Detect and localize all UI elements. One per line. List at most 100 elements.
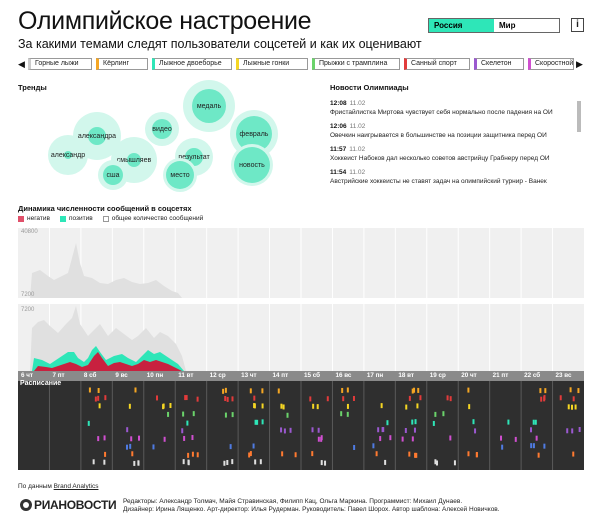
legend-total[interactable]: общее количество сообщений: [102, 215, 203, 222]
trend-bubble[interactable]: новость: [231, 144, 273, 186]
schedule-event[interactable]: [380, 403, 383, 409]
schedule-event[interactable]: [256, 419, 259, 425]
schedule-event[interactable]: [417, 387, 420, 393]
schedule-event[interactable]: [312, 403, 315, 409]
schedule-event[interactable]: [183, 435, 186, 441]
schedule-event[interactable]: [415, 452, 418, 458]
schedule-event[interactable]: [187, 460, 190, 466]
day-label[interactable]: 21 пт: [492, 372, 509, 379]
schedule-event[interactable]: [540, 396, 543, 402]
schedule-event[interactable]: [434, 411, 437, 417]
schedule-event[interactable]: [411, 388, 414, 394]
schedule-event[interactable]: [259, 459, 262, 465]
schedule-event[interactable]: [231, 412, 234, 418]
trend-bubble[interactable]: александр: [48, 135, 88, 175]
schedule-event[interactable]: [468, 404, 471, 410]
day-label[interactable]: 15 сб: [304, 372, 321, 379]
schedule-event[interactable]: [408, 451, 411, 457]
schedule-event[interactable]: [309, 396, 312, 402]
schedule-event[interactable]: [192, 411, 195, 417]
schedule-event[interactable]: [226, 460, 229, 466]
schedule-event[interactable]: [249, 388, 252, 394]
legend-positive[interactable]: позитив: [59, 215, 93, 222]
schedule-event[interactable]: [543, 395, 546, 401]
schedule-event[interactable]: [453, 460, 456, 466]
schedule-event[interactable]: [381, 427, 384, 433]
schedule-event[interactable]: [311, 427, 314, 433]
schedule-event[interactable]: [280, 403, 283, 409]
schedule-event[interactable]: [566, 428, 569, 434]
day-label[interactable]: 19 ср: [429, 372, 446, 379]
schedule-event[interactable]: [352, 395, 355, 401]
schedule-event[interactable]: [283, 428, 286, 434]
tabs-next-arrow-icon[interactable]: ▶: [576, 59, 583, 69]
schedule-event[interactable]: [130, 436, 133, 442]
schedule-event[interactable]: [404, 427, 407, 433]
schedule-event[interactable]: [248, 452, 251, 458]
trend-bubble[interactable]: место: [163, 158, 197, 192]
day-label[interactable]: 8 сб: [83, 372, 97, 379]
schedule-event[interactable]: [346, 411, 349, 417]
trend-bubble[interactable]: сша: [98, 160, 128, 190]
tab-sport[interactable]: Лыжные гонки: [236, 58, 308, 70]
schedule-event[interactable]: [156, 395, 159, 401]
schedule-event[interactable]: [320, 435, 323, 441]
schedule-event[interactable]: [537, 452, 540, 458]
schedule-event[interactable]: [574, 404, 577, 410]
schedule-event[interactable]: [252, 443, 255, 449]
schedule-event[interactable]: [316, 404, 319, 410]
news-item[interactable]: 12:06 11.02 Овечкин наигрывается в большин…: [330, 123, 547, 139]
schedule-event[interactable]: [182, 411, 185, 417]
schedule-event[interactable]: [530, 443, 533, 449]
schedule-event[interactable]: [544, 388, 547, 394]
schedule-event[interactable]: [572, 396, 575, 402]
schedule-event[interactable]: [474, 428, 477, 434]
schedule-event[interactable]: [280, 427, 283, 433]
schedule-event[interactable]: [501, 444, 504, 450]
tabs-prev-arrow-icon[interactable]: ◀: [18, 59, 25, 69]
trend-bubble[interactable]: видео: [145, 112, 179, 146]
schedule-event[interactable]: [416, 403, 419, 409]
tab-sport[interactable]: Скоростной: [528, 58, 574, 70]
schedule-event[interactable]: [222, 388, 225, 394]
schedule-event[interactable]: [436, 460, 439, 466]
schedule-event[interactable]: [472, 419, 475, 425]
schedule-event[interactable]: [353, 444, 356, 450]
schedule-event[interactable]: [539, 388, 542, 394]
news-item[interactable]: 11:57 11.02 Хоккеист Набоков дал несколько…: [330, 146, 550, 162]
schedule-event[interactable]: [342, 396, 345, 402]
schedule-event[interactable]: [137, 460, 140, 466]
schedule-event[interactable]: [379, 436, 382, 442]
schedule-event[interactable]: [543, 443, 546, 449]
schedule-event[interactable]: [514, 436, 517, 442]
schedule-event[interactable]: [87, 420, 90, 426]
schedule-event[interactable]: [384, 459, 387, 465]
schedule-event[interactable]: [191, 451, 194, 457]
schedule-event[interactable]: [449, 396, 452, 402]
schedule-event[interactable]: [340, 411, 343, 417]
schedule-event[interactable]: [530, 427, 533, 433]
schedule-event[interactable]: [254, 419, 257, 425]
schedule-event[interactable]: [97, 395, 100, 401]
tab-sport[interactable]: Санный спорт: [404, 58, 470, 70]
schedule-event[interactable]: [277, 388, 280, 394]
schedule-event[interactable]: [196, 396, 199, 402]
schedule-event[interactable]: [249, 451, 252, 457]
schedule-event[interactable]: [413, 387, 416, 393]
day-label[interactable]: 7 пт: [52, 372, 65, 379]
schedule-event[interactable]: [261, 419, 264, 425]
schedule-event[interactable]: [125, 444, 128, 450]
schedule-event[interactable]: [408, 395, 411, 401]
toggle-world[interactable]: Мир: [494, 19, 559, 32]
schedule-event[interactable]: [133, 460, 136, 466]
schedule-event[interactable]: [128, 403, 131, 409]
schedule-event[interactable]: [229, 444, 232, 450]
schedule-event[interactable]: [571, 428, 574, 434]
schedule-event[interactable]: [500, 435, 503, 441]
schedule-event[interactable]: [282, 404, 285, 410]
schedule-event[interactable]: [185, 395, 188, 401]
schedule-event[interactable]: [320, 460, 323, 466]
schedule-event[interactable]: [224, 387, 227, 393]
schedule-event[interactable]: [534, 419, 537, 425]
schedule-event[interactable]: [467, 387, 470, 393]
